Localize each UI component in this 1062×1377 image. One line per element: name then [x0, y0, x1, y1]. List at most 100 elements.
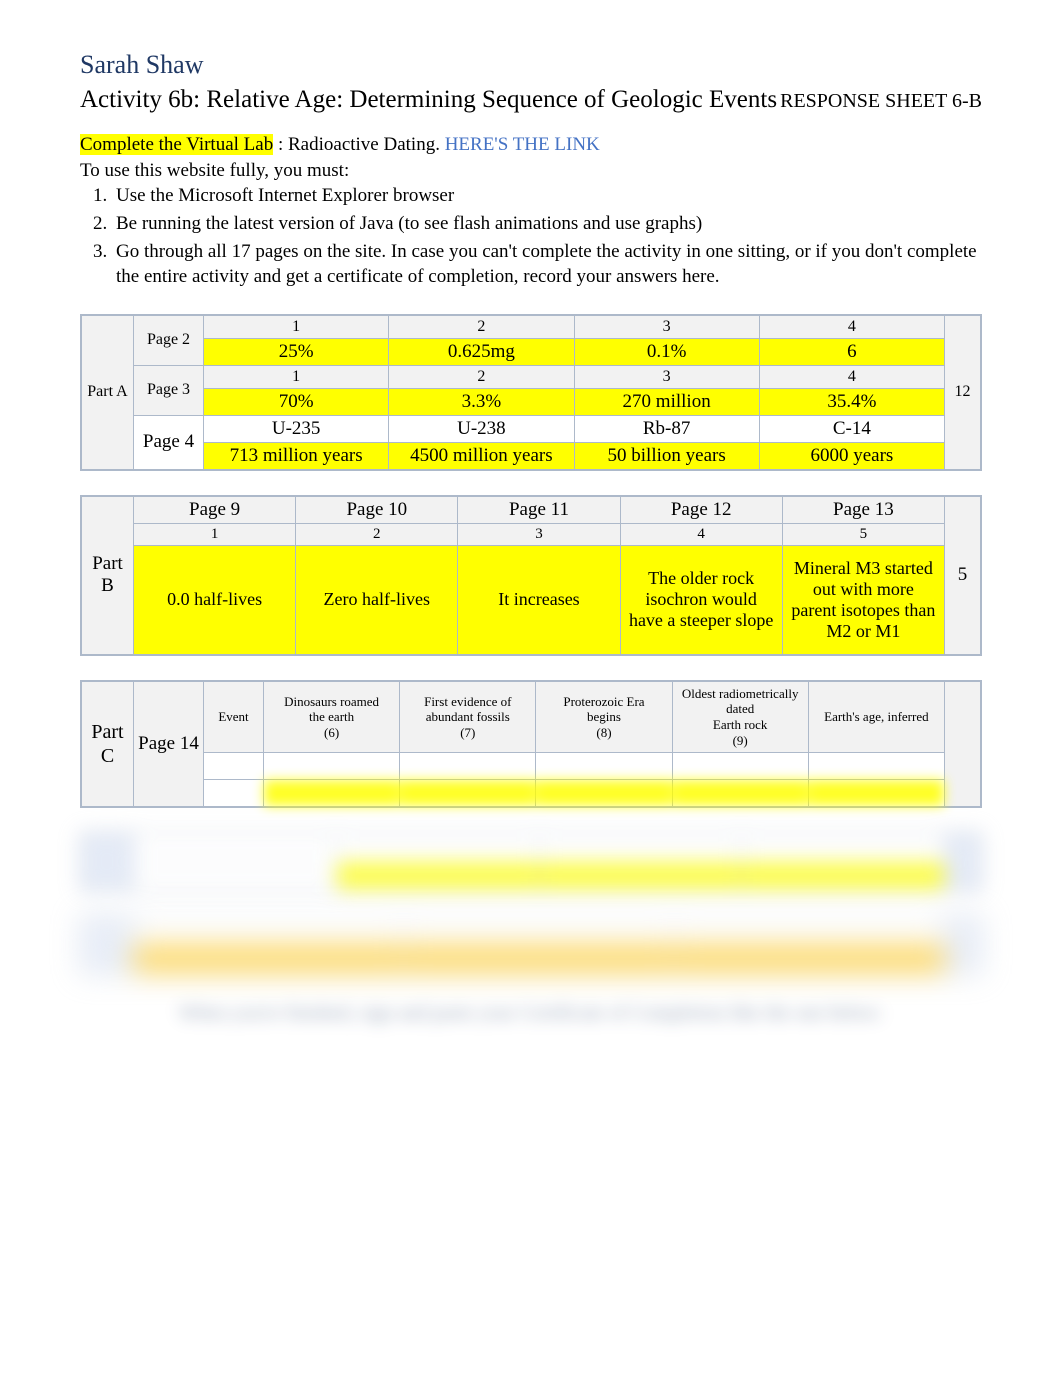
- part-b-score: 5: [945, 496, 981, 654]
- partb-ans-1: 0.0 half-lives: [134, 545, 296, 654]
- partc-hdr-1: Dinosaurs roamedthe earth(6): [264, 681, 400, 752]
- response-sheet-label: RESPONSE SHEET 6-B: [780, 90, 982, 113]
- blurred-table-1: [80, 832, 982, 891]
- page4-iso-4: C-14: [759, 415, 944, 442]
- virtual-lab-link[interactable]: HERE'S THE LINK: [445, 134, 600, 155]
- use-fully-text: To use this website fully, you must:: [80, 158, 982, 184]
- part-b-table: Part B Page 9 Page 10 Page 11 Page 12 Pa…: [80, 495, 982, 656]
- partc-hdr-4: Oldest radiometrically datedEarth rock(9…: [672, 681, 808, 752]
- partb-page-2: Page 10: [296, 496, 458, 523]
- page3-ans-3: 270 million: [574, 388, 759, 415]
- instruction-item-2: Be running the latest version of Java (t…: [112, 211, 982, 237]
- page4-iso-2: U-238: [389, 415, 574, 442]
- page2-label: Page 2: [134, 315, 204, 365]
- page4-iso-3: Rb-87: [574, 415, 759, 442]
- page4-iso-1: U-235: [204, 415, 389, 442]
- part-c-score: [945, 681, 981, 806]
- part-a-table: Part A Page 2 1 2 3 4 12 25% 0.625mg 0.1…: [80, 314, 982, 471]
- page2-num-1: 1: [204, 315, 389, 338]
- partb-ans-3: It increases: [458, 545, 620, 654]
- blurred-cell: [82, 834, 134, 890]
- blurred-cell: [264, 780, 400, 807]
- blurred-cell: [336, 834, 539, 862]
- page2-ans-3: 0.1%: [574, 338, 759, 365]
- page4-ans-1: 713 million years: [204, 442, 389, 469]
- partb-num-2: 2: [296, 523, 458, 545]
- partb-num-4: 4: [620, 523, 782, 545]
- blurred-cell: [808, 753, 944, 780]
- blurred-cell: [536, 753, 672, 780]
- blurred-cell: [204, 780, 264, 807]
- partc-hdr-3: Proterozoic Erabegins(8): [536, 681, 672, 752]
- page2-num-3: 3: [574, 315, 759, 338]
- page3-label: Page 3: [134, 365, 204, 415]
- blurred-cell: [674, 945, 944, 973]
- blurred-table-2: [80, 915, 982, 974]
- partc-hdr-2: First evidence ofabundant fossils(7): [400, 681, 536, 752]
- part-a-label: Part A: [82, 315, 134, 469]
- partc-event-col: Event: [204, 681, 264, 752]
- blurred-cell: [539, 862, 742, 890]
- page2-ans-2: 0.625mg: [389, 338, 574, 365]
- blurred-cell: [672, 780, 808, 807]
- radioactive-text: : Radioactive Dating.: [278, 134, 440, 155]
- part-a-score: 12: [945, 315, 981, 469]
- page3-num-4: 4: [759, 365, 944, 388]
- blurred-cell: [204, 753, 264, 780]
- page2-num-4: 4: [759, 315, 944, 338]
- page2-ans-1: 25%: [204, 338, 389, 365]
- partb-ans-2: Zero half-lives: [296, 545, 458, 654]
- page4-label: Page 4: [134, 415, 204, 469]
- part-c-table: Part C Page 14 Event Dinosaurs roamedthe…: [80, 680, 982, 808]
- instructions-block: Complete the Virtual Lab : Radioactive D…: [80, 132, 982, 290]
- partb-page-4: Page 12: [620, 496, 782, 523]
- part-b-label: Part B: [82, 496, 134, 654]
- page3-num-1: 1: [204, 365, 389, 388]
- page3-num-2: 2: [389, 365, 574, 388]
- partb-ans-4: The older rock isochron would have a ste…: [620, 545, 782, 654]
- page3-ans-2: 3.3%: [389, 388, 574, 415]
- blurred-cell: [404, 917, 674, 945]
- instruction-item-1: Use the Microsoft Internet Explorer brow…: [112, 183, 982, 209]
- blurred-cell: [400, 753, 536, 780]
- blurred-cell: [945, 917, 981, 973]
- part-c-label: Part C: [82, 681, 134, 806]
- blurred-cell: [336, 862, 539, 890]
- page14-label: Page 14: [134, 681, 204, 806]
- blurred-cell: [134, 917, 404, 945]
- blurred-cell: [539, 834, 742, 862]
- blurred-cell: [134, 834, 337, 862]
- page3-num-3: 3: [574, 365, 759, 388]
- page4-ans-4: 6000 years: [759, 442, 944, 469]
- partb-num-3: 3: [458, 523, 620, 545]
- partb-num-1: 1: [134, 523, 296, 545]
- partb-ans-5: Mineral M3 started out with more parent …: [782, 545, 944, 654]
- blurred-cell: [404, 945, 674, 973]
- partb-page-1: Page 9: [134, 496, 296, 523]
- partc-hdr-5: Earth's age, inferred: [808, 681, 944, 752]
- blurred-cell: [134, 945, 404, 973]
- page4-ans-3: 50 billion years: [574, 442, 759, 469]
- page2-num-2: 2: [389, 315, 574, 338]
- activity-title: Activity 6b: Relative Age: Determining S…: [80, 86, 777, 114]
- blurred-cell: [674, 917, 944, 945]
- page4-ans-2: 4500 million years: [389, 442, 574, 469]
- blurred-cell: [742, 862, 945, 890]
- page3-ans-4: 35.4%: [759, 388, 944, 415]
- blurred-cell: [672, 753, 808, 780]
- blurred-cell: [945, 834, 981, 890]
- blurred-cell: [536, 780, 672, 807]
- blurred-cell: [82, 917, 134, 973]
- student-name: Sarah Shaw: [80, 50, 982, 80]
- instruction-item-3: Go through all 17 pages on the site. In …: [112, 239, 982, 290]
- blurred-cell: [742, 834, 945, 862]
- blurred-cell: [400, 780, 536, 807]
- blurred-cell: [134, 862, 337, 890]
- page3-ans-1: 70%: [204, 388, 389, 415]
- footer-blurred-text: When you're finished, sign and paste you…: [80, 1002, 982, 1025]
- complete-lab-highlight: Complete the Virtual Lab: [80, 134, 273, 155]
- page2-ans-4: 6: [759, 338, 944, 365]
- blurred-cell: [808, 780, 944, 807]
- blurred-cell: [264, 753, 400, 780]
- partb-num-5: 5: [782, 523, 944, 545]
